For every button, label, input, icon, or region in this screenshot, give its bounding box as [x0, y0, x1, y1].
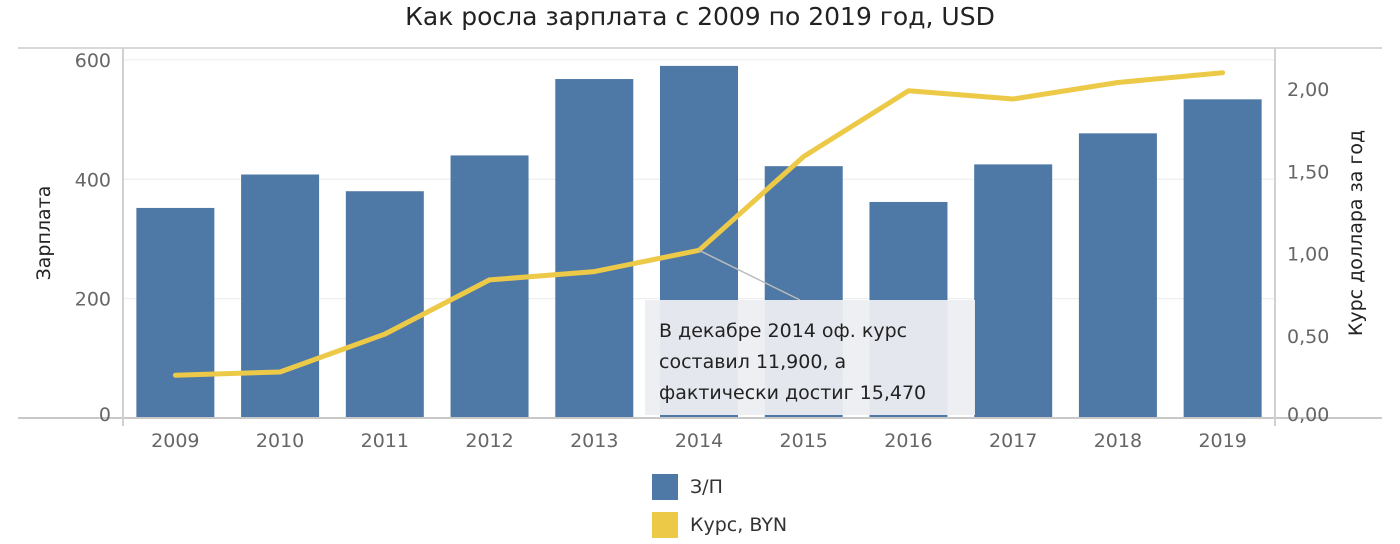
legend-label-rate: Курс, BYN [690, 514, 788, 536]
bar-2013 [555, 79, 634, 418]
legend-item-rate[interactable]: Курс, BYN [652, 506, 787, 544]
y-tick-left: 400 [75, 169, 111, 191]
annotation-line: В декабре 2014 оф. курс [659, 320, 907, 342]
rate-point-2017 [1012, 98, 1014, 100]
rate-point-2009 [174, 374, 176, 376]
legend-swatch-salary [652, 474, 678, 500]
bar-2010 [241, 174, 320, 418]
y-tick-right: 1,50 [1287, 161, 1329, 183]
annotation-line: составил 11,900, а [659, 351, 846, 373]
y-tick-left: 600 [75, 50, 111, 72]
annotation-pointer [698, 249, 801, 301]
x-tick-2018: 2018 [1094, 430, 1142, 452]
legend: З/П Курс, BYN [652, 468, 787, 544]
y-tick-right: 1,00 [1287, 244, 1329, 266]
y-tick-left: 200 [75, 289, 111, 311]
y-axis-label-left: Зарплата [33, 186, 55, 281]
bar-2009 [136, 207, 215, 418]
rate-point-2015 [803, 156, 805, 158]
legend-label-salary: З/П [690, 476, 723, 498]
x-tick-2009: 2009 [151, 430, 199, 452]
y-tick-right: 0,00 [1287, 404, 1329, 426]
bar-2011 [345, 191, 424, 418]
rate-point-2012 [489, 279, 491, 281]
y-tick-right: 2,00 [1287, 79, 1329, 101]
x-tick-2011: 2011 [361, 430, 409, 452]
x-tick-2019: 2019 [1198, 430, 1246, 452]
bar-2017 [974, 164, 1053, 418]
y-tick-right: 0,50 [1287, 326, 1329, 348]
x-tick-2016: 2016 [884, 430, 932, 452]
rate-point-2011 [384, 333, 386, 335]
x-tick-2014: 2014 [675, 430, 723, 452]
x-tick-2015: 2015 [780, 430, 828, 452]
x-tick-2012: 2012 [465, 430, 513, 452]
y-tick-left: 0 [99, 404, 111, 426]
rate-point-2016 [907, 90, 909, 92]
rate-point-2013 [593, 271, 595, 273]
y-axis-label-right: Курс доллара за год [1345, 130, 1367, 336]
chart-title: Как росла зарплата с 2009 по 2019 год, U… [405, 2, 995, 31]
x-tick-2017: 2017 [989, 430, 1037, 452]
x-tick-2010: 2010 [256, 430, 304, 452]
axis-labels: 0 200 400 600 0,00 0,50 1,00 1,50 2,00 2009 2010 20… [33, 50, 1367, 452]
bar-2018 [1078, 133, 1157, 418]
legend-item-salary[interactable]: З/П [652, 468, 787, 506]
annotation: В декабре 2014 оф. курс составил 11,900, … [645, 249, 975, 415]
annotation-box [645, 300, 975, 415]
annotation-line: фактически достиг 15,470 [659, 382, 926, 404]
axes [18, 48, 1382, 426]
bar-2019 [1183, 99, 1262, 419]
x-tick-2013: 2013 [570, 430, 618, 452]
bar-2012 [450, 155, 529, 418]
rate-point-2018 [1117, 82, 1119, 84]
legend-swatch-rate [652, 512, 678, 538]
rate-point-2010 [279, 371, 281, 373]
rate-point-2019 [1222, 72, 1224, 74]
